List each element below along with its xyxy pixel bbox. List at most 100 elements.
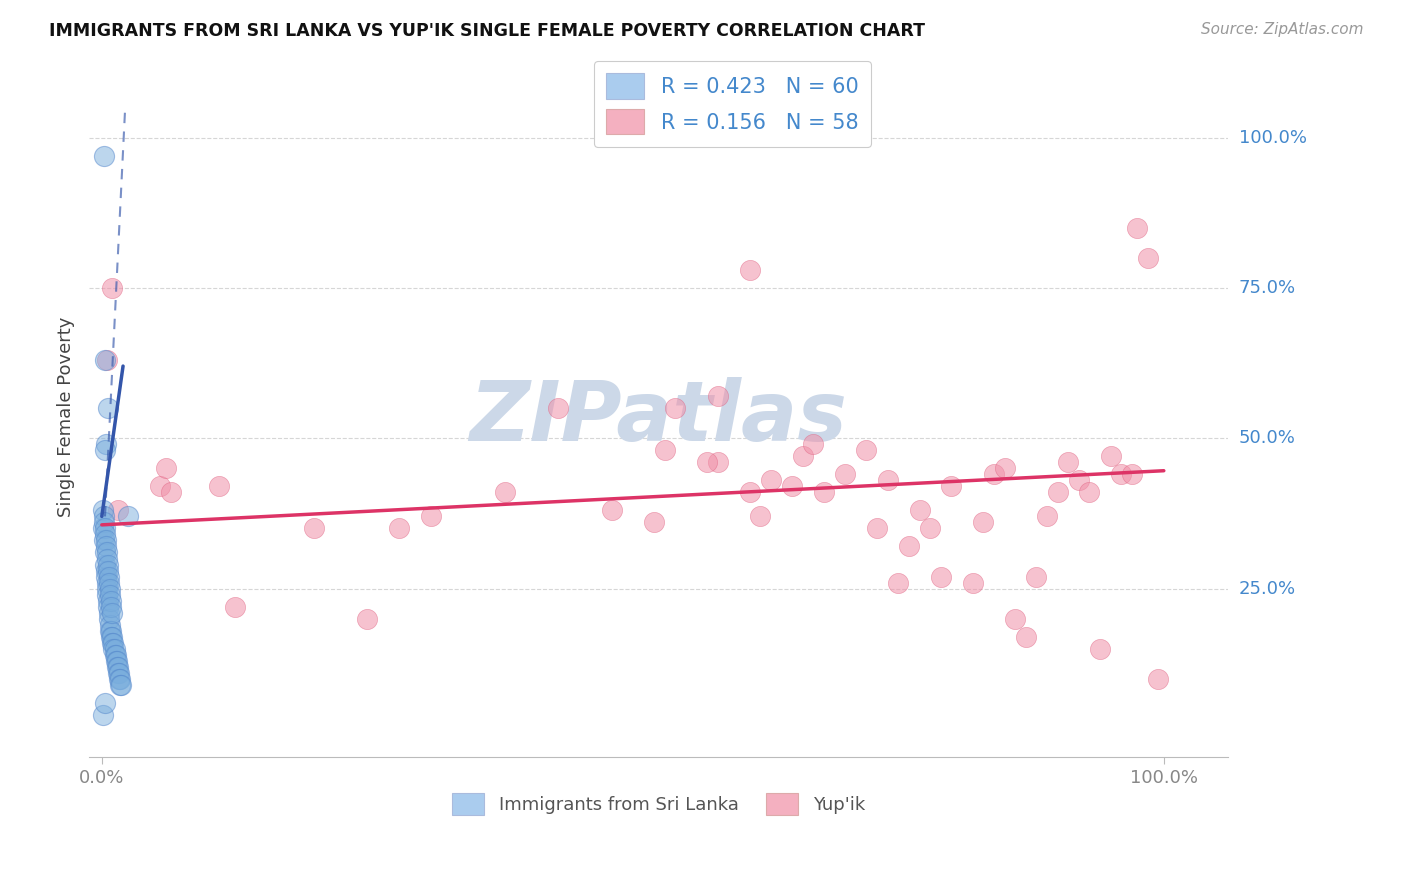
Point: [1036, 509, 1059, 524]
Point: [1121, 467, 1143, 482]
Point: [94, 564, 117, 578]
Point: [98, 569, 121, 583]
Point: [1136, 251, 1159, 265]
Point: [302, 521, 325, 535]
Point: [96, 575, 118, 590]
Point: [94, 521, 117, 535]
Point: [94, 443, 117, 458]
Point: [98, 612, 121, 626]
Point: [1147, 672, 1170, 686]
Point: [97, 401, 120, 416]
Point: [98, 575, 121, 590]
Point: [834, 467, 856, 482]
Point: [93, 516, 115, 530]
Point: [494, 485, 516, 500]
Point: [780, 479, 803, 493]
Point: [98, 582, 121, 596]
Point: [707, 389, 730, 403]
Point: [738, 263, 761, 277]
Point: [1057, 455, 1080, 469]
Point: [908, 503, 931, 517]
Point: [356, 612, 378, 626]
Point: [929, 569, 952, 583]
Point: [876, 473, 898, 487]
Point: [103, 641, 125, 656]
Point: [98, 617, 121, 632]
Point: [813, 485, 835, 500]
Text: 50.0%: 50.0%: [1239, 429, 1295, 447]
Point: [707, 455, 730, 469]
Point: [1067, 473, 1090, 487]
Point: [887, 575, 910, 590]
Point: [110, 678, 132, 692]
Point: [972, 516, 994, 530]
Point: [97, 564, 120, 578]
Point: [100, 630, 122, 644]
Point: [91, 707, 114, 722]
Point: [941, 479, 963, 493]
Point: [1126, 220, 1149, 235]
Point: [94, 527, 117, 541]
Point: [160, 485, 183, 500]
Point: [101, 281, 124, 295]
Point: [749, 509, 772, 524]
Point: [103, 648, 125, 662]
Point: [100, 593, 122, 607]
Point: [98, 588, 121, 602]
Point: [96, 588, 118, 602]
Point: [94, 540, 117, 554]
Point: [696, 455, 718, 469]
Legend: Immigrants from Sri Lanka, Yup'ik: Immigrants from Sri Lanka, Yup'ik: [444, 786, 872, 822]
Point: [1015, 630, 1038, 644]
Point: [388, 521, 411, 535]
Text: ZIPatlas: ZIPatlas: [470, 376, 848, 458]
Point: [96, 353, 118, 368]
Text: Source: ZipAtlas.com: Source: ZipAtlas.com: [1201, 22, 1364, 37]
Point: [993, 461, 1015, 475]
Point: [103, 641, 125, 656]
Text: 75.0%: 75.0%: [1239, 279, 1296, 297]
Point: [1099, 450, 1122, 464]
Text: IMMIGRANTS FROM SRI LANKA VS YUP'IK SINGLE FEMALE POVERTY CORRELATION CHART: IMMIGRANTS FROM SRI LANKA VS YUP'IK SING…: [49, 22, 925, 40]
Point: [600, 503, 623, 517]
Point: [104, 654, 127, 668]
Point: [94, 545, 117, 559]
Point: [94, 569, 117, 583]
Point: [547, 401, 569, 416]
Point: [1088, 641, 1111, 656]
Point: [105, 659, 128, 673]
Point: [93, 509, 115, 524]
Point: [97, 599, 120, 614]
Point: [1046, 485, 1069, 500]
Point: [96, 545, 118, 559]
Point: [643, 516, 665, 530]
Point: [792, 450, 814, 464]
Point: [420, 509, 443, 524]
Point: [738, 485, 761, 500]
Point: [96, 582, 118, 596]
Point: [664, 401, 686, 416]
Point: [94, 353, 117, 368]
Point: [94, 558, 117, 572]
Y-axis label: Single Female Poverty: Single Female Poverty: [58, 317, 75, 517]
Point: [1111, 467, 1133, 482]
Point: [96, 551, 118, 566]
Point: [94, 696, 117, 710]
Point: [101, 636, 124, 650]
Point: [1078, 485, 1101, 500]
Point: [94, 437, 117, 451]
Point: [962, 575, 984, 590]
Point: [97, 558, 120, 572]
Point: [107, 672, 129, 686]
Point: [94, 533, 117, 548]
Point: [855, 443, 877, 458]
Point: [107, 503, 129, 517]
Point: [108, 672, 131, 686]
Point: [100, 624, 122, 638]
Point: [101, 606, 124, 620]
Point: [104, 648, 127, 662]
Point: [207, 479, 229, 493]
Point: [1025, 569, 1047, 583]
Point: [155, 461, 177, 475]
Point: [93, 148, 115, 162]
